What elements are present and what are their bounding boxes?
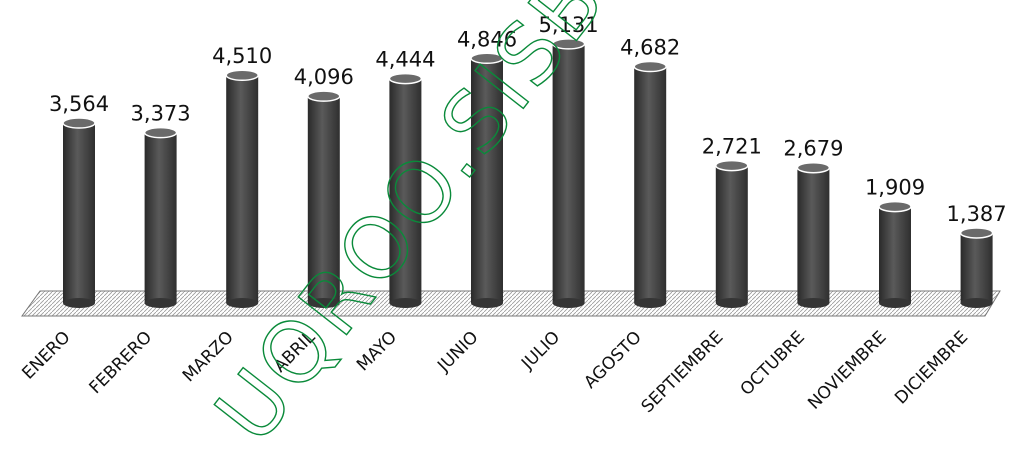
bar-junio xyxy=(470,52,504,308)
bar-diciembre xyxy=(959,227,994,308)
bar-body xyxy=(144,132,177,303)
bar-base xyxy=(960,298,993,308)
bar-enero xyxy=(62,117,96,308)
bar-base xyxy=(715,298,748,308)
value-label: 2,721 xyxy=(702,135,762,159)
bar-top xyxy=(62,117,96,129)
bar-top xyxy=(796,161,831,174)
bar-body xyxy=(389,78,422,303)
value-label: 4,096 xyxy=(294,65,354,89)
bar-julio xyxy=(551,38,586,308)
value-label: 4,846 xyxy=(457,27,517,51)
bar-top xyxy=(470,52,504,65)
bar-top xyxy=(633,60,667,73)
bar-top xyxy=(878,200,912,213)
bar-top xyxy=(225,69,259,81)
bar-base xyxy=(552,298,585,308)
bar-body xyxy=(715,165,748,303)
bar-base xyxy=(226,298,259,308)
category-label: FEBRERO xyxy=(85,327,156,398)
value-label: 3,564 xyxy=(49,92,109,116)
bar-top xyxy=(143,126,178,139)
bar-agosto xyxy=(633,60,667,308)
bar-febrero xyxy=(143,126,178,308)
value-label: 4,682 xyxy=(620,36,680,60)
bar-marzo xyxy=(225,69,259,308)
bar-base xyxy=(797,298,830,308)
category-label: AGOSTO xyxy=(580,327,645,392)
bar-mayo xyxy=(388,72,423,308)
category-label: SEPTIEMBRE xyxy=(638,327,728,417)
bar-body xyxy=(63,123,95,303)
bar-body xyxy=(634,66,667,304)
bar-base xyxy=(389,298,422,308)
bar-octubre xyxy=(796,161,831,308)
category-label: ENERO xyxy=(18,327,74,383)
value-label: 2,679 xyxy=(783,137,843,161)
value-label: 1,909 xyxy=(865,176,925,200)
category-label: JUNIO xyxy=(433,327,482,376)
bar-body xyxy=(226,75,259,304)
bar-base xyxy=(307,298,340,308)
category-labels-group: ENERO FEBRERO MARZO ABRIL MAYO JUNIO JULIO AGOS… xyxy=(18,327,972,417)
bar-base xyxy=(879,298,911,308)
bar-septiembre xyxy=(715,159,749,308)
bar-top xyxy=(959,227,994,239)
value-labels-group: 3,564 3,373 4,510 4,096 4,444 4,846 5,131 4,682… xyxy=(49,13,1007,226)
category-label: JULIO xyxy=(517,327,564,374)
bar-body xyxy=(879,206,911,303)
bar-top xyxy=(715,159,749,172)
bar-top xyxy=(551,38,586,50)
bars-group xyxy=(62,38,994,308)
bar-base xyxy=(471,298,503,308)
bar-base xyxy=(63,298,95,308)
value-label: 5,131 xyxy=(539,13,599,37)
bar-body xyxy=(960,232,993,303)
bar-body xyxy=(797,167,830,303)
bar-top xyxy=(388,72,423,85)
bar-noviembre xyxy=(878,200,912,308)
value-label: 4,510 xyxy=(212,44,272,68)
bar-body xyxy=(307,96,340,303)
value-label: 1,387 xyxy=(947,202,1007,226)
value-label: 4,444 xyxy=(375,48,435,72)
bar-body xyxy=(552,43,585,304)
category-label: DICIEMBRE xyxy=(891,327,972,408)
bar-body xyxy=(471,58,503,303)
value-label: 3,373 xyxy=(131,102,191,126)
bar-abril xyxy=(307,90,341,308)
bar-base xyxy=(144,298,177,308)
category-label: NOVIEMBRE xyxy=(804,327,890,413)
bar-top xyxy=(307,90,341,102)
bar-base xyxy=(634,298,667,308)
category-label: OCTUBRE xyxy=(737,327,809,399)
